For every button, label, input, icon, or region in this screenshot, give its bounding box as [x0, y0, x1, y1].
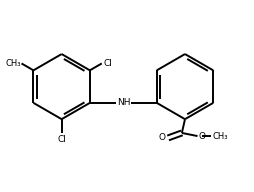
Text: NH: NH: [117, 98, 131, 107]
Text: Cl: Cl: [57, 135, 66, 144]
Text: Cl: Cl: [103, 59, 112, 68]
Text: O: O: [158, 133, 166, 142]
Text: O: O: [198, 132, 205, 141]
Text: CH₃: CH₃: [213, 132, 228, 141]
Text: CH₃: CH₃: [5, 59, 21, 68]
